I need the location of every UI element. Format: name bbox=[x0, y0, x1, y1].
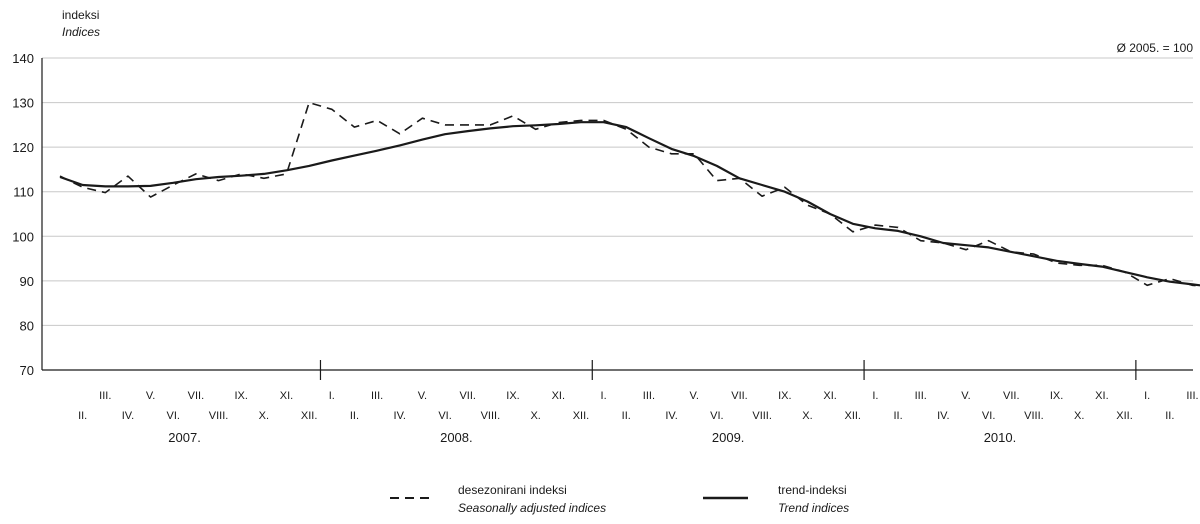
month-tick-label: XII. bbox=[301, 410, 318, 422]
month-tick-label: IV. bbox=[122, 410, 134, 422]
month-tick-label: XI. bbox=[552, 390, 565, 402]
trend-line bbox=[59, 121, 1200, 287]
month-tick-label: IX. bbox=[234, 390, 247, 402]
month-tick-label: I. bbox=[1144, 390, 1150, 402]
month-tick-label: IX. bbox=[778, 390, 791, 402]
month-tick-label: VI. bbox=[438, 410, 451, 422]
legend-trend-label: trend-indeksi bbox=[778, 483, 847, 497]
y-tick-label: 90 bbox=[20, 274, 34, 289]
month-tick-label: X. bbox=[530, 410, 540, 422]
series-lines bbox=[59, 101, 1200, 287]
month-tick-label: IX. bbox=[1050, 390, 1063, 402]
month-tick-label: XI. bbox=[280, 390, 293, 402]
month-tick-label: X. bbox=[259, 410, 269, 422]
month-tick-label: III. bbox=[915, 390, 927, 402]
y-tick-label: 140 bbox=[12, 51, 34, 66]
month-tick-label: IV. bbox=[394, 410, 406, 422]
month-tick-label: II. bbox=[350, 410, 359, 422]
month-tick-label: VI. bbox=[167, 410, 180, 422]
year-label: 2009. bbox=[712, 430, 745, 445]
month-tick-label: V. bbox=[690, 390, 699, 402]
axes bbox=[41, 58, 1193, 380]
month-tick-label: XII. bbox=[573, 410, 590, 422]
month-tick-label: XI. bbox=[823, 390, 836, 402]
month-tick-label: VIII. bbox=[1024, 410, 1044, 422]
year-labels: 2007.2008.2009.2010.2011.2012. bbox=[168, 430, 1017, 445]
legend-seasonal-label-english: Seasonally adjusted indices bbox=[458, 501, 606, 515]
month-tick-label: III. bbox=[371, 390, 383, 402]
month-tick-label: X. bbox=[802, 410, 812, 422]
y-axis-label-english: Indices bbox=[62, 25, 100, 39]
month-tick-label: II. bbox=[893, 410, 902, 422]
month-tick-label: III. bbox=[99, 390, 111, 402]
month-tick-label: V. bbox=[961, 390, 970, 402]
month-tick-label: VIII. bbox=[209, 410, 229, 422]
y-axis-ticks: 70 80 90 100 110 120 130 140 bbox=[12, 51, 34, 378]
month-tick-label: IV. bbox=[937, 410, 949, 422]
month-tick-label: V. bbox=[418, 390, 427, 402]
base-year-note: Ø 2005. = 100 bbox=[1117, 41, 1194, 55]
seasonally-adjusted-line bbox=[59, 101, 1200, 287]
month-tick-label: XI. bbox=[1095, 390, 1108, 402]
month-tick-label: VI. bbox=[710, 410, 723, 422]
month-tick-label: IV. bbox=[665, 410, 677, 422]
y-tick-label: 100 bbox=[12, 229, 34, 244]
legend-trend-label-english: Trend indices bbox=[778, 501, 849, 515]
month-tick-label: IX. bbox=[506, 390, 519, 402]
month-tick-label: VII. bbox=[459, 390, 476, 402]
month-tick-label: VII. bbox=[1003, 390, 1020, 402]
month-tick-label: VII. bbox=[188, 390, 205, 402]
year-label: 2008. bbox=[440, 430, 473, 445]
month-tick-label: V. bbox=[146, 390, 155, 402]
y-tick-label: 80 bbox=[20, 318, 34, 333]
month-tick-label: VIII. bbox=[752, 410, 772, 422]
month-tick-labels: II. III. IV. V. VI. VII. VIII. IX. X. XI. XII. I. II… bbox=[78, 390, 1199, 422]
month-tick-label: VI. bbox=[982, 410, 995, 422]
month-tick-label: XII. bbox=[844, 410, 861, 422]
month-tick-label: X. bbox=[1074, 410, 1084, 422]
y-axis-label: indeksi bbox=[62, 8, 99, 22]
year-label: 2007. bbox=[168, 430, 201, 445]
grid bbox=[42, 57, 1193, 326]
year-label: 2010. bbox=[984, 430, 1017, 445]
legend: desezonirani indeksi Seasonally adjusted… bbox=[390, 483, 849, 515]
y-tick-label: 70 bbox=[20, 363, 34, 378]
month-tick-label: VII. bbox=[731, 390, 748, 402]
legend-seasonal-label: desezonirani indeksi bbox=[458, 483, 567, 497]
month-tick-label: I. bbox=[601, 390, 607, 402]
month-tick-label: XII. bbox=[1116, 410, 1133, 422]
month-tick-label: VIII. bbox=[481, 410, 501, 422]
y-tick-label: 120 bbox=[12, 140, 34, 155]
month-tick-label: III. bbox=[1186, 390, 1198, 402]
y-tick-label: 110 bbox=[13, 185, 34, 200]
month-tick-label: II. bbox=[622, 410, 631, 422]
month-tick-label: II. bbox=[1165, 410, 1174, 422]
month-tick-label: I. bbox=[329, 390, 335, 402]
month-tick-label: III. bbox=[643, 390, 655, 402]
y-tick-label: 130 bbox=[12, 96, 34, 111]
month-tick-label: I. bbox=[872, 390, 878, 402]
month-tick-label: II. bbox=[78, 410, 87, 422]
